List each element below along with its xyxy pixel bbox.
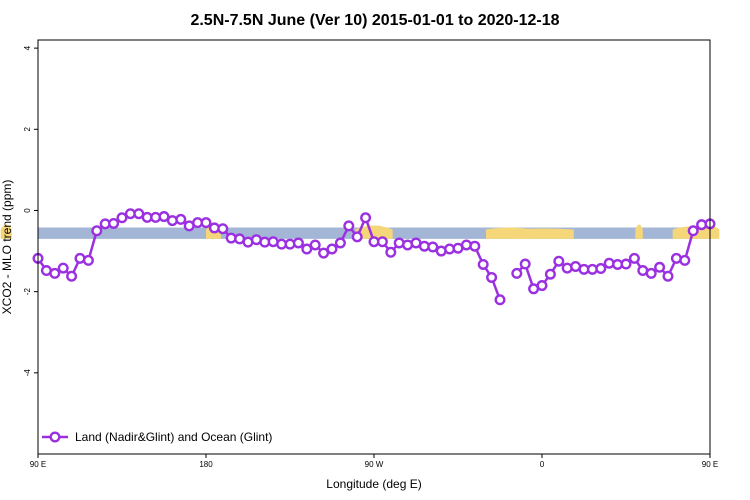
data-point — [662, 270, 674, 282]
data-point — [544, 268, 556, 280]
data-point — [166, 215, 178, 227]
chart-title: 2.5N-7.5N June (Ver 10) 2015-01-01 to 20… — [190, 12, 559, 29]
data-point — [334, 237, 346, 249]
x-tick-label: 90 E — [702, 460, 718, 469]
data-point — [603, 257, 615, 269]
data-point — [469, 240, 481, 252]
data-point — [561, 262, 573, 274]
land-patch — [514, 228, 574, 239]
x-tick-label: 180 — [199, 460, 213, 469]
x-tick-label: 0 — [540, 460, 545, 469]
land-patch — [355, 225, 393, 239]
data-point — [595, 263, 607, 275]
data-point — [511, 267, 523, 279]
series-layer — [32, 208, 716, 306]
data-point — [49, 267, 61, 279]
land-patch — [0, 224, 12, 239]
data-point — [343, 220, 355, 232]
data-point — [326, 243, 338, 255]
data-point — [620, 258, 632, 270]
y-tick-label: -2 — [23, 288, 32, 296]
x-tick-label: 90 E — [30, 460, 46, 469]
data-point — [654, 261, 666, 273]
data-point — [385, 246, 397, 258]
data-point — [519, 258, 531, 270]
y-axis-label: XCO2 - MLO trend (ppm) — [0, 180, 14, 315]
y-tick-label: 0 — [23, 208, 32, 213]
data-point — [82, 254, 94, 266]
data-point — [360, 212, 372, 224]
x-axis: 90 E 180 90 W 0 90 E — [30, 454, 718, 469]
legend-marker — [49, 431, 61, 443]
data-point — [158, 211, 170, 223]
data-point — [687, 225, 699, 237]
legend-label: Land (Nadir&Glint) and Ocean (Glint) — [75, 430, 272, 444]
data-point — [217, 223, 229, 235]
data-point — [486, 271, 498, 283]
data-point — [284, 238, 296, 250]
data-point — [292, 237, 304, 249]
data-point — [351, 231, 363, 243]
data-point — [460, 239, 472, 251]
data-point — [57, 262, 69, 274]
data-point — [536, 280, 548, 292]
data-point — [427, 241, 439, 253]
x-tick-label: 90 W — [365, 460, 384, 469]
x-axis-label: Longitude (deg E) — [326, 477, 421, 491]
data-point — [91, 225, 103, 237]
y-tick-label: 2 — [23, 127, 32, 132]
data-point — [645, 267, 657, 279]
y-tick-label: -4 — [23, 369, 32, 377]
data-point — [318, 247, 330, 259]
data-point — [116, 212, 128, 224]
data-point — [628, 252, 640, 264]
land-patch — [635, 224, 643, 239]
data-point — [494, 294, 506, 306]
data-point — [679, 254, 691, 266]
y-axis: 4 2 0 -2 -4 — [23, 45, 38, 376]
data-point — [66, 270, 78, 282]
data-point — [309, 239, 321, 251]
data-point — [200, 217, 212, 229]
data-point — [477, 258, 489, 270]
data-point — [301, 243, 313, 255]
data-point — [376, 236, 388, 248]
y-tick-label: 4 — [23, 45, 32, 50]
data-point — [108, 217, 120, 229]
legend: Land (Nadir&Glint) and Ocean (Glint) — [42, 430, 272, 444]
data-point — [553, 255, 565, 267]
data-point — [175, 213, 187, 225]
